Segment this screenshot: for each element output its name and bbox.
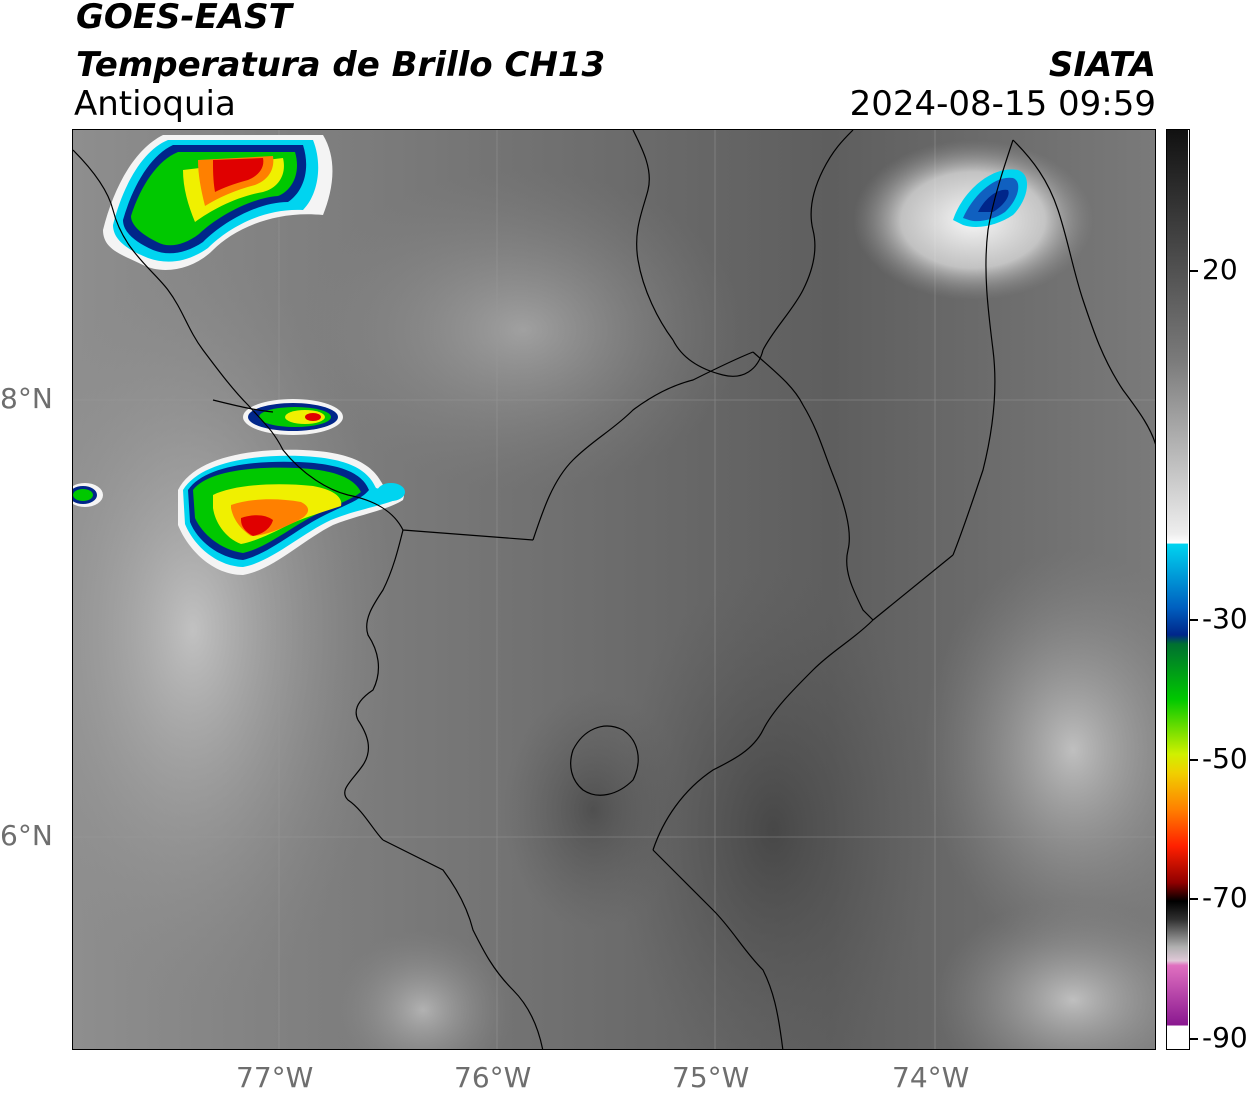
central-dark-area [613,570,933,1049]
cbar-tick-mark [1190,898,1198,900]
lon-tick-76w: 76°W [454,1061,532,1094]
lat-tick-6n: 6°N [0,819,53,852]
cbar-tick-neg70: -70 [1202,881,1248,914]
region-label: Antioquia [74,84,236,124]
boundaries [73,130,1155,1049]
cbar-tick-mark [1190,270,1198,272]
product-title: Temperatura de Brillo CH13 [76,45,606,85]
colorbar-canvas [1167,130,1188,1048]
agency-label: SIATA [1048,45,1156,85]
map-canvas [73,130,1155,1049]
cbar-tick-neg90: -90 [1202,1021,1248,1054]
lon-tick-77w: 77°W [236,1061,314,1094]
lon-tick-74w: 74°W [892,1061,970,1094]
datetime-label: 2024-08-15 09:59 [849,84,1156,124]
east-light-area [923,550,1155,950]
satellite-map[interactable] [72,129,1156,1050]
small-storm-cell [243,399,343,435]
lat-tick-8n: 8°N [0,382,53,415]
west-light-area [73,250,393,1010]
cbar-tick-20: 20 [1202,253,1238,286]
northeast-storm-cell [853,140,1093,300]
cbar-tick-neg30: -30 [1202,602,1248,635]
graticule [73,130,1155,1049]
large-storm-cell [73,449,405,575]
cbar-tick-mark [1190,1038,1198,1040]
colorbar [1166,129,1190,1050]
cbar-tick-mark [1190,759,1198,761]
cbar-tick-mark [1190,619,1198,621]
cbar-tick-neg50: -50 [1202,742,1248,775]
satellite-title: GOES-EAST [76,0,292,37]
lon-tick-75w: 75°W [672,1061,750,1094]
northwest-storm-cell [103,135,333,270]
